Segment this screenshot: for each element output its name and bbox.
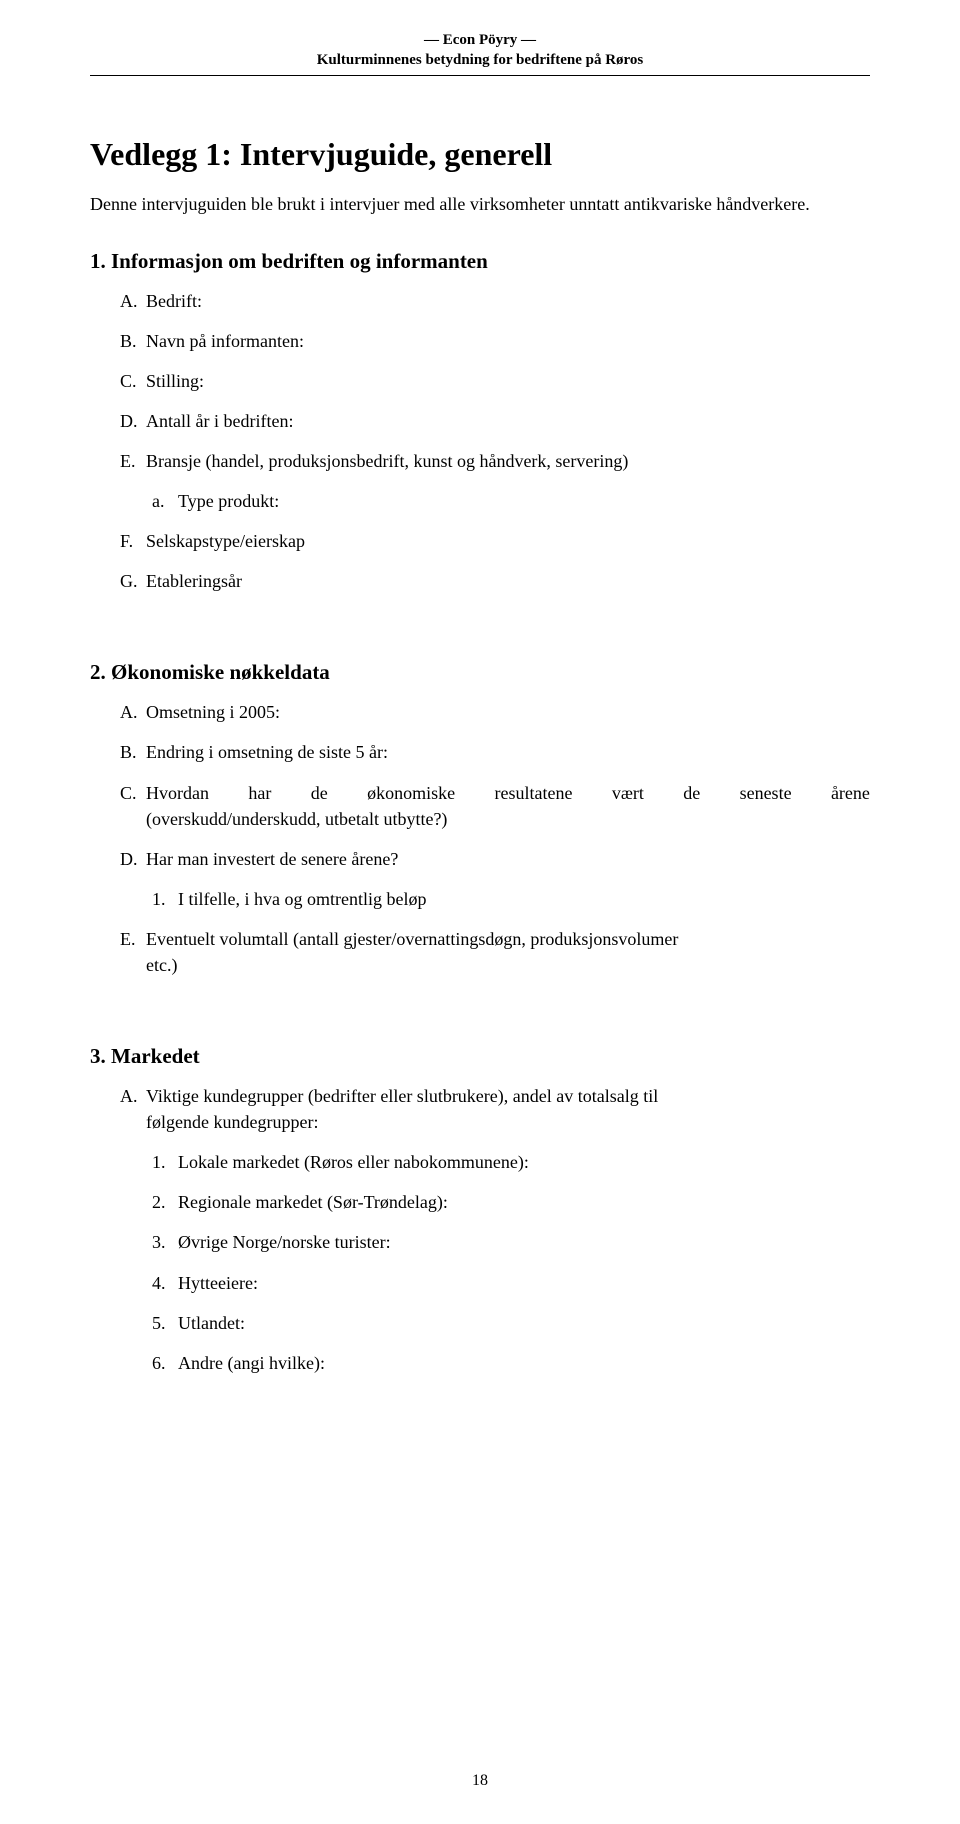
item-2C: C.Hvordan har de økonomiske resultatene … (120, 780, 870, 832)
text-1A: Bedrift: (146, 291, 202, 311)
w4: resultatene (494, 780, 572, 806)
item-2D1: 1.I tilfelle, i hva og omtrentlig beløp (152, 886, 870, 912)
label-A: A. (120, 288, 146, 314)
item-2D: D.Har man investert de senere årene? (120, 846, 870, 872)
text-1G: Etableringsår (146, 571, 242, 591)
w6: de (683, 780, 700, 806)
label-a: a. (152, 488, 178, 514)
label-C: C. (120, 780, 146, 806)
w8: årene (831, 780, 870, 806)
text-2D1: I tilfelle, i hva og omtrentlig beløp (178, 889, 426, 909)
label-4: 4. (152, 1270, 178, 1296)
item-3A-2: 2.Regionale markedet (Sør-Trøndelag): (152, 1189, 870, 1215)
label-3: 3. (152, 1229, 178, 1255)
label-E: E. (120, 448, 146, 474)
label-G: G. (120, 568, 146, 594)
text-1C: Stilling: (146, 371, 204, 391)
label-E: E. (120, 926, 146, 952)
item-1E: E.Bransje (handel, produksjonsbedrift, k… (120, 448, 870, 474)
label-B: B. (120, 328, 146, 354)
item-3A-line2: følgende kundegrupper: (120, 1109, 870, 1135)
item-2E-line1: E.Eventuelt volumtall (antall gjester/ov… (120, 926, 870, 952)
header-line-1: — Econ Pöyry — (90, 30, 870, 50)
label-1: 1. (152, 886, 178, 912)
text-3A-2: Regionale markedet (Sør-Trøndelag): (178, 1192, 448, 1212)
page-number: 18 (0, 1772, 960, 1790)
label-D: D. (120, 408, 146, 434)
text-2E1: Eventuelt volumtall (antall gjester/over… (146, 929, 678, 949)
item-3A: A.Viktige kundegrupper (bedrifter eller … (120, 1083, 870, 1135)
item-1F: F.Selskapstype/eierskap (120, 528, 870, 554)
section-3-heading: 3. Markedet (90, 1044, 870, 1069)
text-2D: Har man investert de senere årene? (146, 849, 398, 869)
label-D: D. (120, 846, 146, 872)
item-3A-3: 3.Øvrige Norge/norske turister: (152, 1229, 870, 1255)
item-3A-6: 6.Andre (angi hvilke): (152, 1350, 870, 1376)
section-1-list: A.Bedrift: B.Navn på informanten: C.Stil… (90, 288, 870, 595)
label-A: A. (120, 1083, 146, 1109)
label-C: C. (120, 368, 146, 394)
item-1G: G.Etableringsår (120, 568, 870, 594)
intro-paragraph: Denne intervjuguiden ble brukt i intervj… (90, 191, 870, 217)
text-3A-5: Utlandet: (178, 1313, 245, 1333)
page-header: — Econ Pöyry — Kulturminnenes betydning … (90, 30, 870, 76)
label-6: 6. (152, 1350, 178, 1376)
label-B: B. (120, 739, 146, 765)
label-5: 5. (152, 1310, 178, 1336)
section-1-heading: 1. Informasjon om bedriften og informant… (90, 249, 870, 274)
w1: har (248, 780, 271, 806)
text-2A: Omsetning i 2005: (146, 702, 280, 722)
item-1Ea: a.Type produkt: (152, 488, 870, 514)
item-2C-line1: C.Hvordan har de økonomiske resultatene … (120, 780, 870, 806)
label-1: 1. (152, 1149, 178, 1175)
item-2A: A.Omsetning i 2005: (120, 699, 870, 725)
w3: økonomiske (367, 780, 455, 806)
text-1B: Navn på informanten: (146, 331, 304, 351)
item-1C: C.Stilling: (120, 368, 870, 394)
item-2E: E.Eventuelt volumtall (antall gjester/ov… (120, 926, 870, 978)
item-1B: B.Navn på informanten: (120, 328, 870, 354)
item-3A-1: 1.Lokale markedet (Røros eller nabokommu… (152, 1149, 870, 1175)
text-3A-3: Øvrige Norge/norske turister: (178, 1232, 391, 1252)
section-2-heading: 2. Økonomiske nøkkeldata (90, 660, 870, 685)
w7: seneste (740, 780, 792, 806)
text-1Ea: Type produkt: (178, 491, 279, 511)
section-3-list: A.Viktige kundegrupper (bedrifter eller … (90, 1083, 870, 1376)
label-2: 2. (152, 1189, 178, 1215)
text-1E: Bransje (handel, produksjonsbedrift, kun… (146, 451, 628, 471)
text-3A-4: Hytteeiere: (178, 1273, 258, 1293)
main-title: Vedlegg 1: Intervjuguide, generell (90, 136, 870, 173)
w5: vært (612, 780, 644, 806)
item-2C-line2: (overskudd/underskudd, utbetalt utbytte?… (120, 806, 870, 832)
w2: de (311, 780, 328, 806)
item-1A: A.Bedrift: (120, 288, 870, 314)
text-3A-1: Lokale markedet (Røros eller nabokommune… (178, 1152, 529, 1172)
item-2E-line2: etc.) (120, 952, 870, 978)
item-1D: D.Antall år i bedriften: (120, 408, 870, 434)
text-1F: Selskapstype/eierskap (146, 531, 305, 551)
text-2B: Endring i omsetning de siste 5 år: (146, 742, 388, 762)
label-F: F. (120, 528, 146, 554)
text-3A-6: Andre (angi hvilke): (178, 1353, 325, 1373)
label-A: A. (120, 699, 146, 725)
section-2-list: A.Omsetning i 2005: B.Endring i omsetnin… (90, 699, 870, 978)
text-1D: Antall år i bedriften: (146, 411, 293, 431)
item-3A-line1: A.Viktige kundegrupper (bedrifter eller … (120, 1083, 870, 1109)
text-3A1: Viktige kundegrupper (bedrifter eller sl… (146, 1086, 658, 1106)
item-2B: B.Endring i omsetning de siste 5 år: (120, 739, 870, 765)
item-3A-5: 5.Utlandet: (152, 1310, 870, 1336)
w0: Hvordan (146, 783, 209, 803)
header-line-2: Kulturminnenes betydning for bedriftene … (90, 50, 870, 70)
item-3A-4: 4.Hytteeiere: (152, 1270, 870, 1296)
